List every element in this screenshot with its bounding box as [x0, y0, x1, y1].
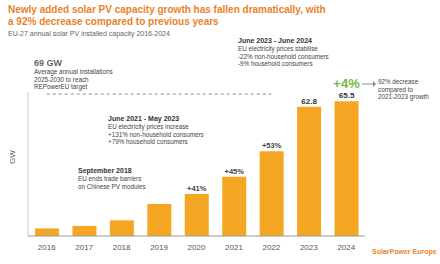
svg-text:2024: 2024 — [337, 243, 355, 252]
html-text:EU-27 annual solar PV installe: EU-27 annual solar PV installed capacity… — [8, 30, 170, 37]
html-text:EU electricity prices increase: EU electricity prices increase — [108, 123, 189, 130]
svg-text:65.5: 65.5 — [339, 91, 355, 100]
html-text:+79% household consumers: +79% household consumers — [108, 138, 188, 145]
html-text:-22% non-household consumers: -22% non-household consumers — [238, 52, 329, 60]
html-text:SolarPower Europe: SolarPower Europe — [372, 248, 437, 255]
html-text:+131% non-household consumers: +131% non-household consumers — [108, 130, 204, 138]
html-text:September 2018: September 2018 — [78, 167, 132, 174]
svg-text:+4%: +4% — [333, 76, 360, 91]
html-text:EU ends trade barriers: EU ends trade barriers — [78, 175, 142, 182]
html-text:June 2021 - May 2023: June 2021 - May 2023 — [108, 115, 180, 122]
html-text:2021-2023 growth: 2021-2023 growth — [378, 93, 429, 100]
html-text:Average annual installations: Average annual installations — [34, 68, 113, 75]
html-text:on Chinese PV modules: on Chinese PV modules — [78, 182, 146, 190]
html-text:REPowerEU target: REPowerEU target — [34, 83, 88, 90]
html-text:2025-2030 to reach: 2025-2030 to reach — [34, 75, 89, 83]
svg-text:2017: 2017 — [75, 243, 93, 252]
html-text:92% decrease compared to: 92% decrease compared to — [378, 78, 419, 93]
svg-text:2019: 2019 — [150, 243, 168, 252]
svg-text:2016: 2016 — [38, 243, 56, 252]
svg-text:+41%: +41% — [187, 184, 207, 193]
svg-text:+53%: +53% — [262, 141, 282, 150]
svg-text:2018: 2018 — [113, 243, 131, 252]
svg-text:GW: GW — [8, 150, 17, 164]
html-text:June 2023 - June 2024: June 2023 - June 2024 — [238, 37, 312, 44]
html-text:EU electricity prices stabilis: EU electricity prices stabilise — [238, 45, 318, 52]
svg-text:2021: 2021 — [225, 243, 243, 252]
svg-text:+45%: +45% — [225, 167, 245, 176]
html-text:69 GW: 69 GW — [34, 58, 62, 68]
svg-text:62.8: 62.8 — [301, 97, 317, 106]
svg-text:2020: 2020 — [188, 243, 206, 252]
svg-text:2023: 2023 — [300, 243, 318, 252]
svg-text:2022: 2022 — [262, 243, 280, 252]
html-text:-9% household consumers: -9% household consumers — [238, 60, 313, 67]
html-text:Newly added solar PV capacity: Newly added solar PV capacity growth has… — [8, 4, 326, 27]
